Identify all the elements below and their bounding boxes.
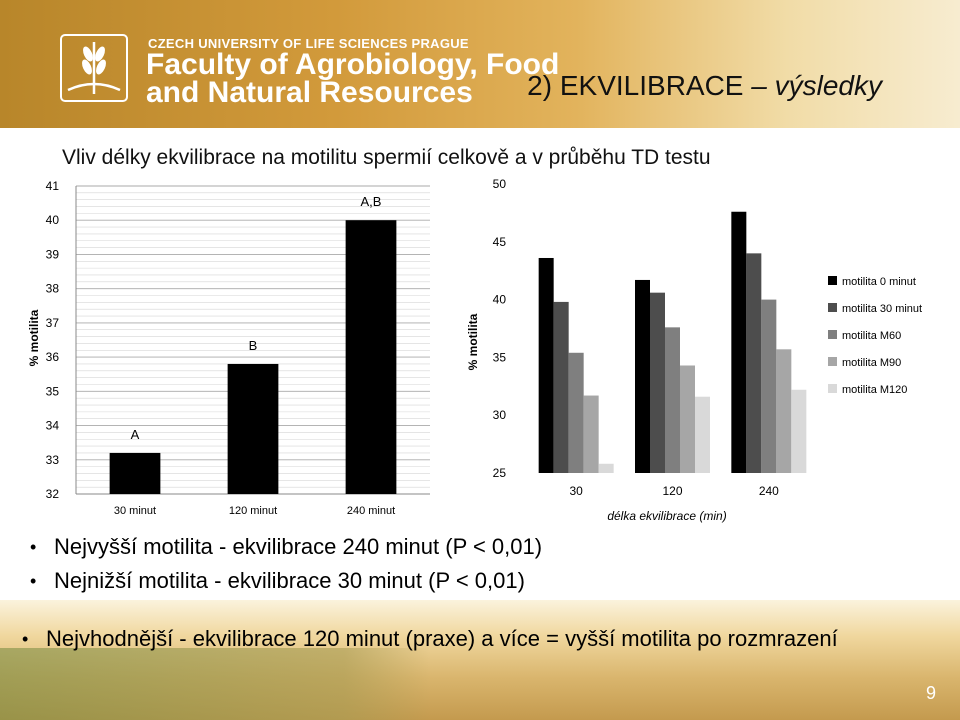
chart-overall-motility: 32 33 34 35 36 37 38 39 40 41 A B A,B 30 minut 120 m… <box>27 179 430 517</box>
chart2-bars <box>538 211 807 473</box>
chart1-bar-label: A <box>131 427 140 442</box>
chart2-bar <box>650 292 665 473</box>
chart2-legend-label: motilita M60 <box>842 330 901 342</box>
chart2-x-tick-label: 30 <box>569 484 583 498</box>
bullet-dot-icon: • <box>30 536 37 557</box>
chart1-bar-label: A,B <box>361 194 382 209</box>
faculty-logo-icon <box>60 34 128 102</box>
faculty-name-line1: Faculty of Agrobiology, Food <box>146 48 560 81</box>
chart1-y-tick-label: 39 <box>46 247 60 261</box>
chart2-y-tick-label: 45 <box>493 235 507 249</box>
chart1-x-tick-label: 120 minut <box>229 505 277 517</box>
chart1-y-tick-label: 32 <box>46 487 60 501</box>
chart2-y-ticks: 25 30 35 40 45 50 <box>493 177 507 480</box>
chart2-bar <box>695 396 710 473</box>
chart2-y-tick-label: 25 <box>493 466 507 480</box>
chart2-legend-label: motilita 0 minut <box>842 276 916 288</box>
chart1-x-ticks: 30 minut 120 minut 240 minut <box>114 505 395 517</box>
chart1-y-tick-label: 38 <box>46 282 60 296</box>
chart2-y-tick-label: 50 <box>493 177 507 191</box>
chart2-bar <box>583 395 599 473</box>
header-banner: CZECH UNIVERSITY OF LIFE SCIENCES PRAGUE… <box>0 0 960 128</box>
chart1-bar-label: B <box>249 338 258 353</box>
chart1-y-tick-label: 35 <box>46 384 60 398</box>
chart2-bar <box>538 257 554 473</box>
slide-title: 2) EKVILIBRACE – výsledky <box>527 70 882 102</box>
chart2-bar <box>791 389 807 473</box>
chart1-y-axis-label: % motilita <box>27 309 41 366</box>
chart2-legend: motilita 0 minut motilita 30 minut motilit… <box>828 276 922 396</box>
slide-subtitle: Vliv délky ekvilibrace na motilitu sperm… <box>62 146 711 169</box>
chart2-bar <box>776 349 792 473</box>
chart2-legend-swatch <box>828 330 837 339</box>
footer-field-decoration <box>0 648 430 720</box>
chart2-x-ticks: 30 120 240 <box>569 484 779 498</box>
bullet-recommendation: • Nejvhodnější - ekvilibrace 120 minut (p… <box>22 626 838 652</box>
chart2-x-tick-label: 240 <box>759 484 779 498</box>
chart2-x-axis-label: délka ekvilibrace (min) <box>607 509 726 523</box>
chart2-y-tick-label: 35 <box>493 350 507 364</box>
chart2-bar <box>731 211 747 473</box>
chart1-bar <box>109 452 161 494</box>
chart2-bar <box>553 301 569 473</box>
chart1-y-tick-label: 33 <box>46 453 60 467</box>
chart2-legend-label: motilita M90 <box>842 357 901 369</box>
chart1-y-ticks: 32 33 34 35 36 37 38 39 40 41 <box>46 179 60 501</box>
chart1-y-tick-label: 34 <box>46 419 60 433</box>
chart1-bar <box>227 363 279 494</box>
chart2-bar <box>761 299 777 473</box>
chart1-bar <box>345 220 397 494</box>
bullet-dot-icon: • <box>22 628 29 649</box>
chart1-bars: A B A,B <box>109 194 397 494</box>
chart2-bar <box>746 253 762 473</box>
chart2-legend-swatch <box>828 276 837 285</box>
chart1-x-tick-label: 240 minut <box>347 505 395 517</box>
chart2-bar <box>635 279 650 473</box>
chart2-legend-label: motilita 30 minut <box>842 303 922 315</box>
chart2-bar <box>568 352 584 473</box>
chart2-y-tick-label: 30 <box>493 408 507 422</box>
chart2-y-tick-label: 40 <box>493 293 507 307</box>
chart1-x-tick-label: 30 minut <box>114 505 156 517</box>
chart2-bar <box>598 463 614 473</box>
chart2-legend-swatch <box>828 303 837 312</box>
chart2-bar <box>680 365 695 473</box>
chart1-y-tick-label: 40 <box>46 213 60 227</box>
chart1-y-tick-label: 41 <box>46 179 60 193</box>
chart1-y-tick-label: 36 <box>46 350 60 364</box>
chart2-y-axis-label: % motilita <box>466 313 480 370</box>
chart2-legend-swatch <box>828 357 837 366</box>
chart2-legend-swatch <box>828 384 837 393</box>
page-number: 9 <box>925 683 936 703</box>
bullet-highest-motility: • Nejvyšší motilita - ekvilibrace 240 min… <box>30 534 543 560</box>
chart1-y-tick-label: 37 <box>46 316 60 330</box>
title-suffix: – výsledky <box>743 70 882 101</box>
bullet-dot-icon: • <box>30 570 37 591</box>
title-prefix: 2) <box>527 70 560 101</box>
university-name: CZECH UNIVERSITY OF LIFE SCIENCES PRAGUE <box>148 36 469 51</box>
bullet-lowest-motility: • Nejnižší motilita - ekvilibrace 30 minu… <box>30 568 525 594</box>
chart2-x-tick-label: 120 <box>662 484 682 498</box>
chart2-bar <box>665 327 680 473</box>
faculty-name-line2: and Natural Resources <box>146 76 473 109</box>
title-emphasis: EKVILIBRACE <box>559 70 744 101</box>
chart2-legend-label: motilita M120 <box>842 384 907 396</box>
